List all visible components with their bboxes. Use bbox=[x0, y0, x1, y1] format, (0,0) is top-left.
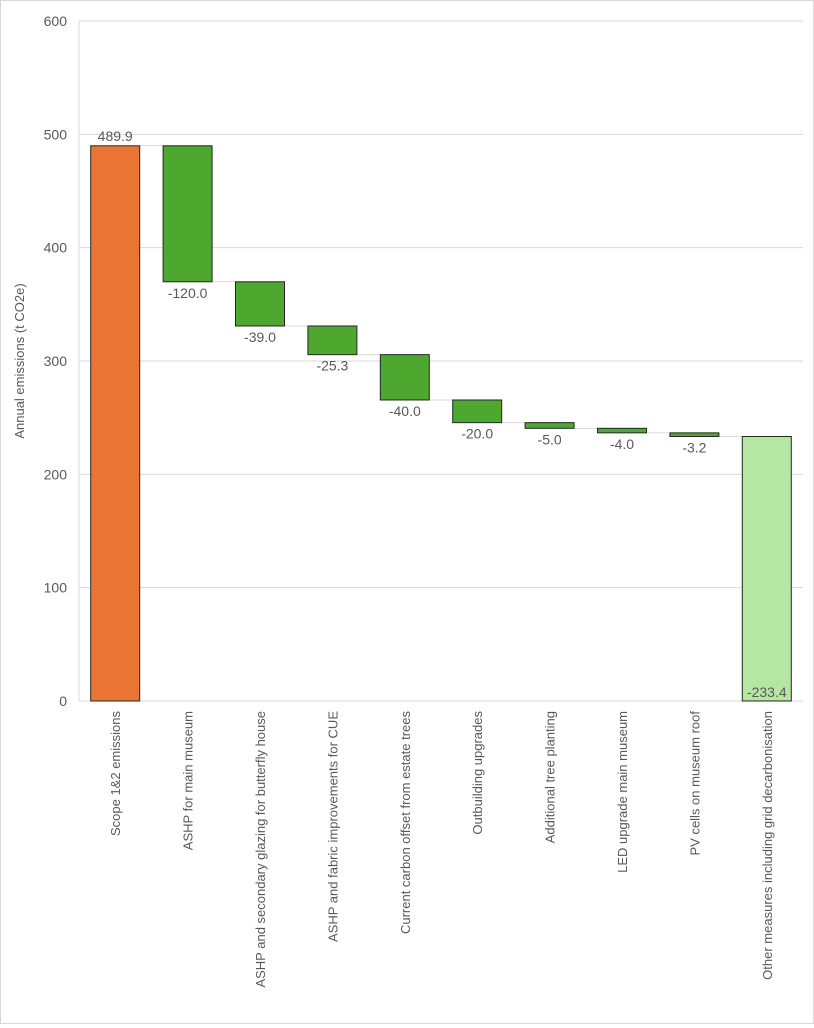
bar bbox=[379, 354, 430, 401]
bars bbox=[90, 145, 792, 702]
x-tick-label: Current carbon offset from estate trees bbox=[398, 711, 413, 935]
y-axis-ticks: 0 100 200 300 400 500 600 bbox=[44, 13, 68, 709]
x-tick-label: ASHP for main museum bbox=[181, 711, 196, 850]
bar bbox=[235, 281, 285, 327]
y-tick-label: 400 bbox=[44, 240, 68, 256]
data-label: -40.0 bbox=[389, 403, 421, 419]
data-label: -39.0 bbox=[244, 329, 276, 345]
data-label: -20.0 bbox=[461, 426, 493, 442]
data-label: -25.3 bbox=[316, 358, 348, 374]
gridlines bbox=[78, 20, 803, 702]
x-tick-label: LED upgrade main museum bbox=[615, 711, 630, 873]
data-labels: 489.9 -120.0 -39.0 -25.3 -40.0 -20.0 -5.0 -4.0 -… bbox=[98, 128, 787, 700]
bar bbox=[307, 325, 358, 356]
bar bbox=[524, 422, 575, 429]
y-tick-label: 100 bbox=[44, 580, 68, 596]
x-tick-label: ASHP and fabric improvements for CUE bbox=[325, 711, 340, 942]
x-tick-label: Additional tree planting bbox=[543, 711, 558, 843]
y-tick-label: 300 bbox=[44, 353, 68, 369]
x-tick-label: Scope 1&2 emissions bbox=[108, 711, 123, 837]
bar bbox=[741, 435, 792, 702]
bar bbox=[597, 427, 647, 434]
bar bbox=[452, 399, 503, 424]
bar bbox=[669, 432, 720, 437]
data-label: 489.9 bbox=[98, 128, 133, 144]
y-tick-label: 0 bbox=[59, 693, 67, 709]
bar bbox=[162, 145, 213, 283]
data-label: -3.2 bbox=[682, 439, 706, 455]
bar bbox=[90, 145, 141, 702]
y-tick-label: 500 bbox=[44, 126, 68, 142]
data-label: -233.4 bbox=[747, 684, 787, 700]
data-label: -4.0 bbox=[610, 436, 634, 452]
x-tick-label: ASHP and secondary glazing for butterfly… bbox=[253, 711, 268, 988]
x-tick-label: Other measures including grid decarbonis… bbox=[760, 711, 775, 980]
x-tick-label: PV cells on museum roof bbox=[687, 711, 702, 856]
data-label: -5.0 bbox=[538, 431, 562, 447]
x-axis-labels: Scope 1&2 emissions ASHP for main museum A… bbox=[108, 711, 775, 988]
y-tick-label: 600 bbox=[44, 13, 68, 29]
x-tick-label: Outbuilding upgrades bbox=[470, 711, 485, 835]
data-label: -120.0 bbox=[168, 285, 208, 301]
connectors bbox=[139, 145, 743, 437]
y-axis-title: Annual emissions (t CO2e) bbox=[12, 283, 27, 438]
y-tick-label: 200 bbox=[44, 466, 68, 482]
